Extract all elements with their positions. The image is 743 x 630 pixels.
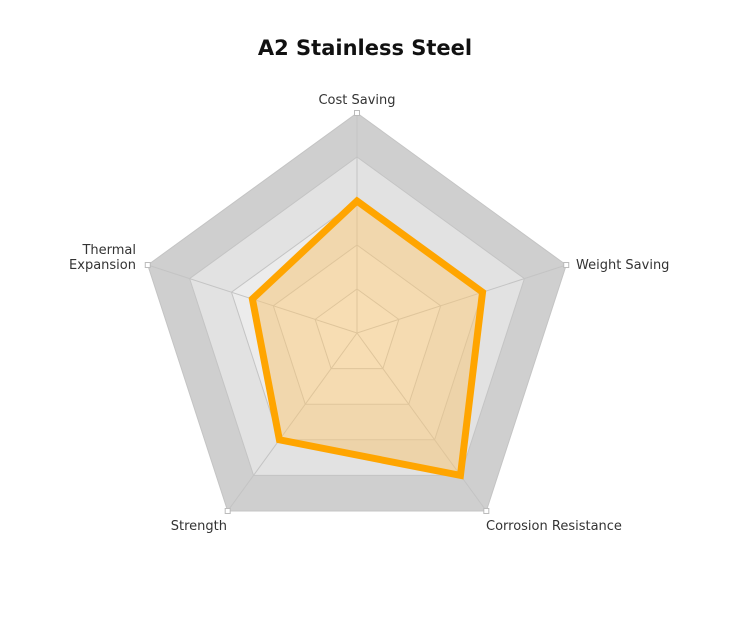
axis-end-marker [563,262,570,269]
axis-end-marker [224,507,231,514]
axis-end-marker [144,262,151,269]
axis-end-marker [483,507,490,514]
series-line [248,196,487,480]
axis-label: Cost Saving [318,93,395,108]
axis-label: Corrosion Resistance [486,519,622,534]
series-area [252,201,483,476]
axis-label: Strength [171,519,227,534]
axis-label: Weight Saving [576,258,669,273]
chart-title: A2 Stainless Steel [257,36,473,60]
axis-end-marker [354,110,360,116]
axis-label: Thermal Expansion [69,243,136,273]
